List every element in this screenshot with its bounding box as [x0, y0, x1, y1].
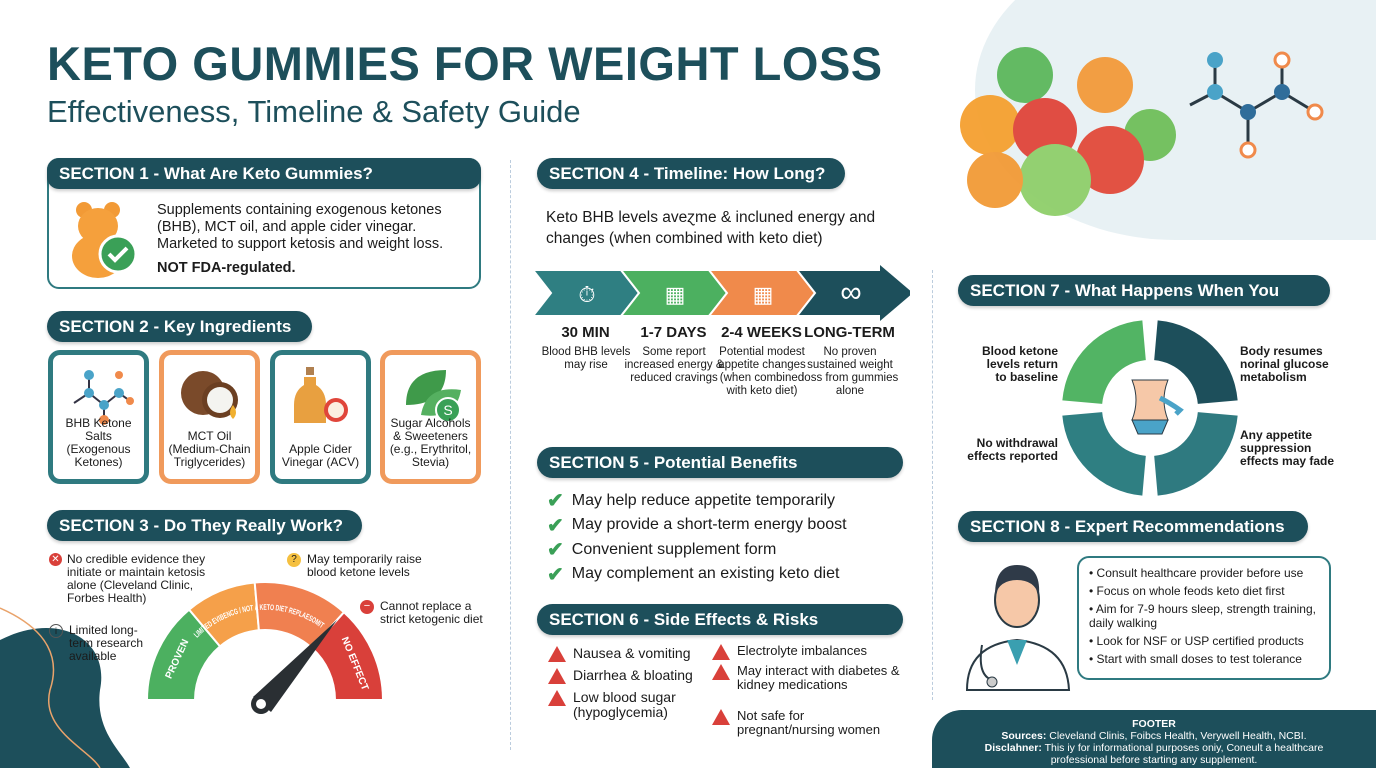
gauge-needle	[253, 620, 337, 712]
benefit-item: ✔ May help reduce appetite temporarily	[547, 490, 836, 512]
risk-item: Diarrhea & bloating	[548, 668, 708, 684]
doctor-icon	[965, 565, 1071, 691]
ingredient-label: BHB Ketone Salts (Exogenous Ketones)	[65, 416, 132, 469]
bg-blob-bottom-left	[0, 607, 130, 768]
page-subtitle: Effectiveness, Timeline & Safety Guide	[47, 94, 581, 129]
gauge-annotation: − Cannot replace a strict ketogenic diet	[360, 600, 500, 626]
risk-item: Nausea & vomiting	[548, 646, 708, 662]
divider	[932, 270, 933, 700]
section2-header: SECTION 2 - Key Ingredients	[47, 311, 312, 342]
molecule-icon	[72, 370, 134, 425]
recommendation-item: • Look for NSF or USP certified products	[1089, 634, 1304, 648]
timeline-step-description: Blood BHB levels may rise	[541, 346, 631, 371]
recommendation-item: • Focus on whole feods keto diet first	[1089, 584, 1285, 598]
cycle-item: Body resumes norinal glucose metabolism	[1240, 344, 1329, 384]
stop-cycle-diagram	[1062, 320, 1238, 496]
warning-icon	[712, 644, 730, 660]
footer-sources: Sources: Cleveland Clinis, Foibcs Health…	[1001, 730, 1307, 742]
cycle-item: No withdrawal effects reported	[967, 436, 1058, 463]
benefit-item: ✔ Convenient supplement form	[547, 539, 777, 561]
section7-header: SECTION 7 - What Happens When You Stop?	[958, 275, 1330, 331]
timeline-step-label: 2-4 WEEKS	[721, 324, 802, 341]
section1-header: SECTION 1 - What Are Keto Gummies?	[47, 158, 481, 189]
minus-circle-icon: −	[360, 600, 374, 614]
timeline-step-label: 1-7 DAYS	[640, 324, 707, 341]
gummy-bears-illustration	[960, 47, 1176, 216]
check-icon: ✔	[547, 539, 564, 561]
leaf-icon: S	[405, 370, 461, 423]
gauge-segment-no-effect	[310, 610, 385, 701]
gummy-check-icon	[72, 202, 138, 278]
vinegar-apple-icon	[293, 367, 348, 423]
sweetener-badge: S	[443, 402, 452, 418]
ingredient-label: MCT Oil (Medium-Chain Triglycerides)	[168, 429, 251, 469]
x-circle-icon: ✕	[49, 553, 62, 566]
infinity-icon: ∞	[840, 276, 861, 309]
cycle-segment	[1062, 412, 1146, 496]
risk-item: Electrolyte imbalances	[712, 644, 902, 660]
footer-disclaimer: Disclahner: This iy for informational pu…	[984, 742, 1324, 766]
recommendations-bubble: • Consult healthcare provider before use…	[1077, 556, 1331, 680]
timeline-step-description: Some report increased energy & reduced c…	[624, 346, 724, 384]
gauge-annotation: ✕ No credible evidence they initiate or m…	[49, 553, 229, 605]
gauge-annotation: ? May temporarily raise blood ketone leve…	[287, 553, 437, 579]
risk-item: Low blood sugar (hypoglycemia)	[548, 690, 708, 720]
section1-description: Supplements containing exogenous ketones…	[157, 202, 444, 252]
cycle-segment	[1062, 320, 1146, 404]
calendar-icon: ▦	[753, 282, 774, 307]
molecule-icon	[1189, 51, 1324, 159]
warning-icon	[712, 664, 730, 680]
check-icon: ✔	[547, 514, 564, 537]
timeline-step-label: 30 MIN	[561, 324, 610, 341]
question-icon: ?	[287, 553, 301, 567]
info-icon: i	[49, 624, 63, 638]
recommendation-item: • Aim for 7-9 hours sleep, strength trai…	[1089, 602, 1316, 630]
cycle-segment	[1154, 412, 1238, 496]
footer-title: FOOTER	[1132, 718, 1176, 730]
section1-fda-note: NOT FDA-regulated.	[157, 260, 296, 276]
section8-header: SECTION 8 - Expert Recommendations	[958, 511, 1308, 542]
risk-item: Not safe for pregnant/nursing women	[712, 709, 902, 736]
section6-header: SECTION 6 - Side Effects & Risks	[537, 604, 903, 635]
timeline-step-description: No proven sustained weight loss from gum…	[801, 346, 899, 397]
cycle-item: Any appetite suppression effects may fad…	[1240, 428, 1335, 468]
section5-header: SECTION 5 - Potential Benefits	[537, 447, 903, 478]
timeline-step-description: Potential modest appetite changes (when …	[718, 346, 806, 397]
gauge-annotation: i Limited long-term research available	[49, 624, 159, 663]
benefit-item: ✔ May provide a short-term energy boost	[547, 514, 847, 537]
timeline-intro: Keto BHB levels aveɀme & incluned energy…	[546, 209, 876, 247]
warning-icon	[548, 668, 566, 684]
page-title: KETO GUMMIES FOR WEIGHT LOSS	[47, 37, 883, 90]
ingredient-label: Sugar Alcohols & Sweeteners (e.g., Eryth…	[389, 416, 472, 469]
calendar-icon: ▦	[665, 282, 686, 307]
footer: FOOTER Sources: Cleveland Clinis, Foibcs…	[932, 710, 1376, 768]
section4-header: SECTION 4 - Timeline: How Long?	[537, 158, 845, 189]
arrow-icon	[1158, 395, 1184, 416]
cycle-segment	[1154, 320, 1238, 404]
ingredient-card: Apple Cider Vinegar (ACV)	[270, 350, 371, 484]
recommendation-item: • Start with small doses to test toleran…	[1089, 652, 1302, 666]
benefit-item: ✔ May complement an existing keto diet	[547, 563, 840, 586]
warning-icon	[548, 646, 566, 662]
recommendation-item: • Consult healthcare provider before use	[1089, 566, 1304, 580]
ingredient-card: S Sugar Alcohols & Sweeteners (e.g., Ery…	[380, 350, 481, 484]
coconut-icon	[180, 371, 238, 419]
timeline-step-label: LONG-TERM	[804, 324, 895, 341]
ingredient-label: Apple Cider Vinegar (ACV)	[281, 442, 360, 469]
warning-icon	[712, 709, 730, 725]
ingredient-card: MCT Oil (Medium-Chain Triglycerides)	[159, 350, 260, 484]
check-icon: ✔	[547, 563, 564, 586]
risk-item: May interact with diabetes & kidney medi…	[712, 664, 902, 691]
divider	[510, 160, 511, 750]
warning-icon	[548, 690, 566, 706]
cycle-item: Blood ketone levels return to baseline	[981, 344, 1058, 384]
timeline-arrow: ⏱ ▦ ▦ ∞	[530, 265, 910, 321]
stopwatch-icon: ⏱	[578, 282, 595, 307]
check-icon: ✔	[547, 490, 564, 512]
section3-header: SECTION 3 - Do They Really Work?	[47, 510, 362, 541]
ingredient-card: BHB Ketone Salts (Exogenous Ketones)	[48, 350, 149, 484]
